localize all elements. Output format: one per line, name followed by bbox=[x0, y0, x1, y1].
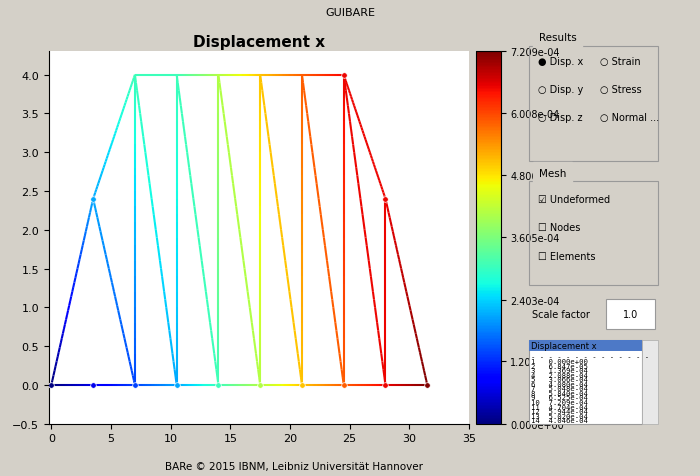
Text: 13  5.020e-04: 13 5.020e-04 bbox=[531, 413, 588, 419]
Text: 9   6.525e-04: 9 6.525e-04 bbox=[531, 395, 588, 401]
Text: Scale factor: Scale factor bbox=[533, 309, 590, 319]
Text: ☑ Undeformed: ☑ Undeformed bbox=[538, 194, 610, 204]
Text: ○ Normal ...: ○ Normal ... bbox=[600, 113, 659, 122]
Text: - - - - - - - - - - - - - -: - - - - - - - - - - - - - - bbox=[531, 354, 649, 360]
Text: 12  5.944e-04: 12 5.944e-04 bbox=[531, 408, 588, 414]
Text: ○ Disp. z: ○ Disp. z bbox=[538, 113, 582, 122]
Text: ☐ Nodes: ☐ Nodes bbox=[538, 223, 580, 233]
Text: 1.0: 1.0 bbox=[623, 309, 638, 319]
FancyBboxPatch shape bbox=[606, 299, 655, 329]
Text: 2   6.847e-05: 2 6.847e-05 bbox=[531, 363, 588, 369]
Text: 7   5.048e-04: 7 5.048e-04 bbox=[531, 386, 588, 392]
Text: 14  4.046e-04: 14 4.046e-04 bbox=[531, 417, 588, 424]
FancyBboxPatch shape bbox=[528, 340, 643, 424]
Text: 10  7.209e-04: 10 7.209e-04 bbox=[531, 399, 588, 405]
Text: BARe © 2015 IBNM, Leibniz Universität Hannover: BARe © 2015 IBNM, Leibniz Universität Ha… bbox=[165, 461, 423, 471]
Title: Displacement x: Displacement x bbox=[193, 35, 325, 50]
Text: ○ Strain: ○ Strain bbox=[600, 57, 640, 67]
Text: Displacement x: Displacement x bbox=[531, 341, 596, 350]
Text: ☐ Elements: ☐ Elements bbox=[538, 251, 595, 261]
Text: ○ Stress: ○ Stress bbox=[600, 85, 641, 95]
Text: 4   2.088e-04: 4 2.088e-04 bbox=[531, 372, 588, 378]
Text: GUIBARE: GUIBARE bbox=[325, 8, 375, 18]
Text: 11  4.704e-04: 11 4.704e-04 bbox=[531, 404, 588, 410]
Text: 6   4.080e-04: 6 4.080e-04 bbox=[531, 381, 588, 387]
Text: 3   1.369e-04: 3 1.369e-04 bbox=[531, 367, 588, 373]
Text: Mesh: Mesh bbox=[539, 169, 566, 178]
FancyBboxPatch shape bbox=[528, 340, 643, 351]
FancyBboxPatch shape bbox=[643, 340, 658, 424]
Text: 1   0.000e+00: 1 0.000e+00 bbox=[531, 358, 588, 364]
Text: Results: Results bbox=[539, 33, 577, 43]
Text: ● Disp. x: ● Disp. x bbox=[538, 57, 583, 67]
Text: 5   3.066e-04: 5 3.066e-04 bbox=[531, 377, 588, 382]
Text: ○ Disp. y: ○ Disp. y bbox=[538, 85, 583, 95]
Text: 8   5.840e-04: 8 5.840e-04 bbox=[531, 390, 588, 396]
